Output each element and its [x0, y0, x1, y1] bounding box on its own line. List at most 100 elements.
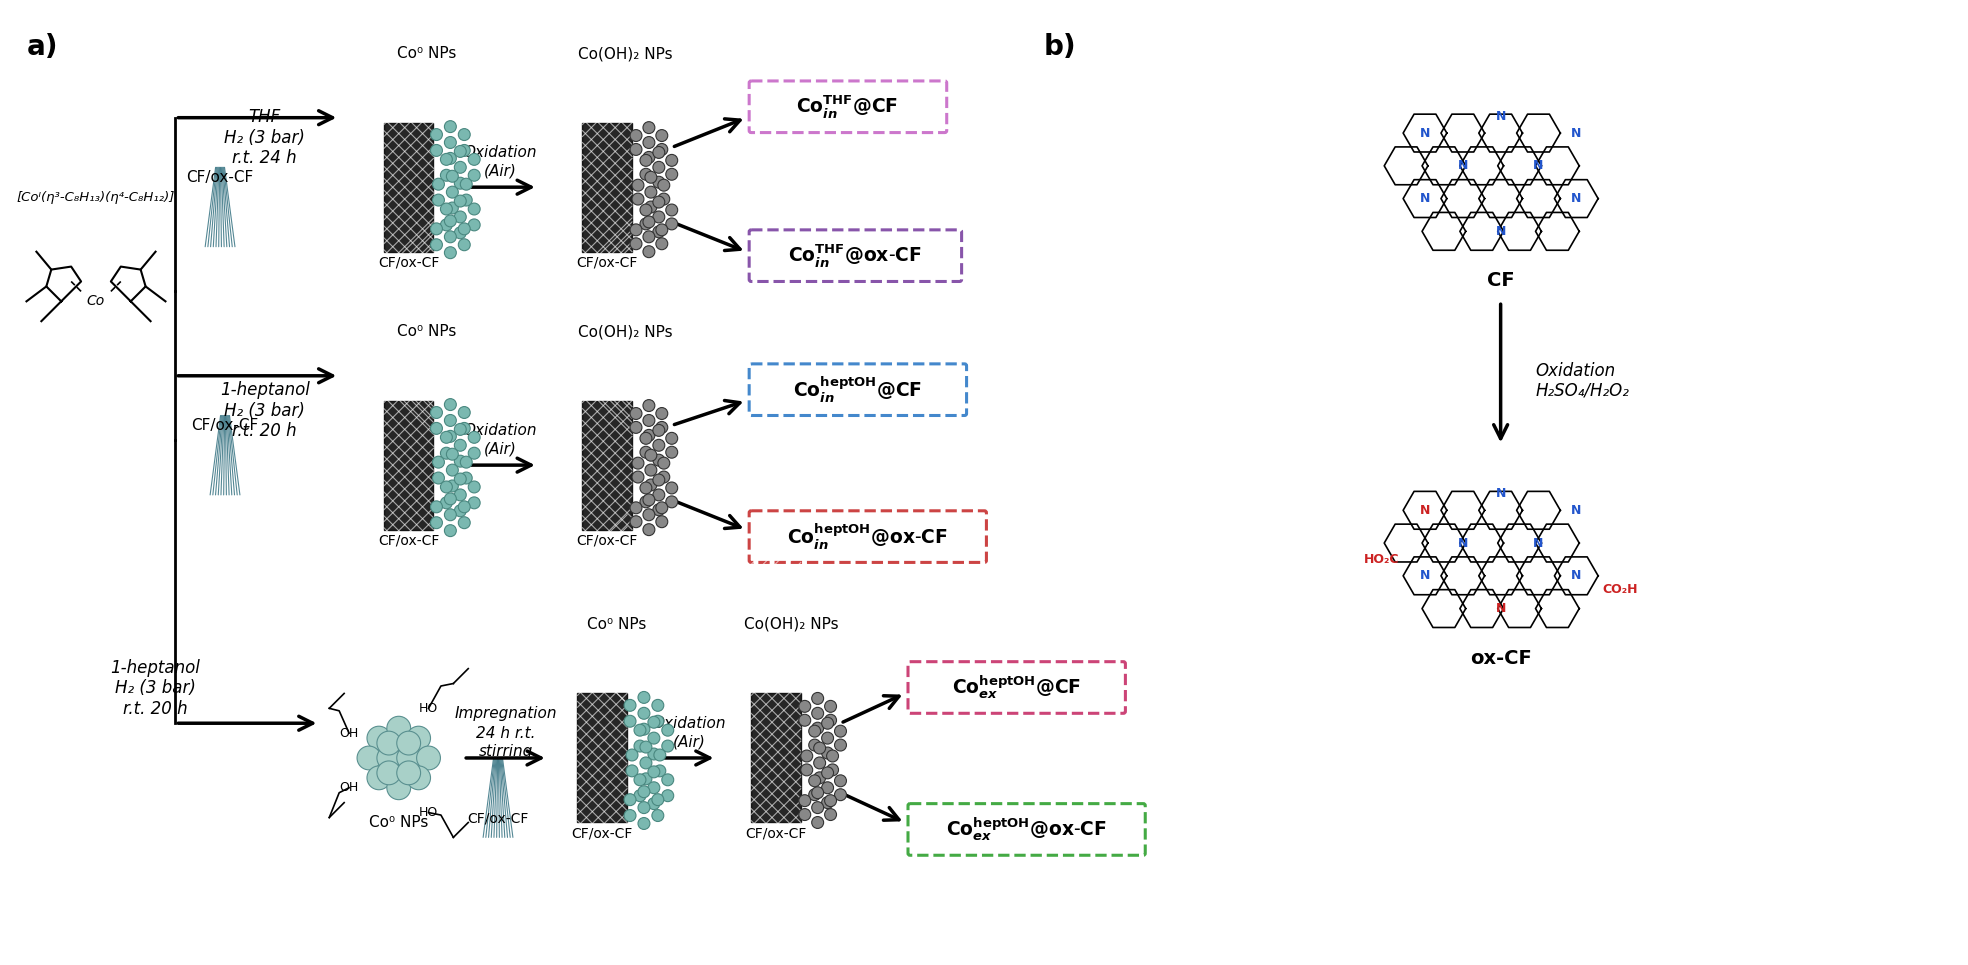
Circle shape	[461, 472, 472, 484]
Circle shape	[665, 482, 677, 494]
Circle shape	[445, 430, 457, 442]
Circle shape	[640, 168, 651, 180]
Text: Co⁰ NPs: Co⁰ NPs	[398, 46, 457, 61]
Circle shape	[661, 774, 673, 786]
Circle shape	[811, 722, 825, 734]
Circle shape	[646, 464, 657, 476]
Text: N: N	[1496, 602, 1506, 615]
Circle shape	[647, 782, 659, 793]
Bar	[384, 123, 433, 252]
Circle shape	[356, 746, 382, 770]
Circle shape	[431, 145, 443, 156]
Text: Co(OH)₂ NPs: Co(OH)₂ NPs	[579, 324, 673, 339]
Circle shape	[455, 211, 466, 223]
Text: Co⁰ NPs: Co⁰ NPs	[588, 617, 647, 632]
Circle shape	[461, 179, 472, 190]
Circle shape	[626, 749, 638, 761]
Text: CF/ox-CF: CF/ox-CF	[187, 170, 254, 184]
Circle shape	[653, 425, 665, 436]
Circle shape	[441, 203, 453, 215]
Circle shape	[651, 715, 663, 728]
Circle shape	[445, 493, 457, 505]
Circle shape	[461, 456, 472, 468]
Circle shape	[634, 789, 646, 802]
Circle shape	[447, 186, 459, 198]
Circle shape	[655, 237, 667, 250]
Circle shape	[811, 693, 825, 704]
Circle shape	[638, 692, 649, 703]
Circle shape	[813, 757, 827, 769]
Circle shape	[632, 193, 644, 205]
Circle shape	[801, 764, 813, 776]
Circle shape	[825, 701, 836, 712]
Text: [Coᴵ(η³-C₈H₁₃)(η⁴-C₈H₁₂)]: [Coᴵ(η³-C₈H₁₃)(η⁴-C₈H₁₂)]	[18, 191, 175, 204]
Circle shape	[630, 224, 642, 235]
Circle shape	[433, 179, 445, 190]
Circle shape	[653, 439, 665, 452]
Circle shape	[813, 772, 827, 784]
Text: (Air): (Air)	[673, 734, 707, 749]
Text: CF/ox-CF: CF/ox-CF	[378, 256, 439, 269]
Circle shape	[447, 202, 459, 214]
Circle shape	[433, 456, 445, 468]
Circle shape	[640, 496, 651, 508]
Circle shape	[455, 146, 466, 157]
Circle shape	[821, 732, 834, 744]
Circle shape	[825, 795, 836, 807]
Circle shape	[455, 178, 466, 189]
Circle shape	[661, 789, 673, 802]
Circle shape	[626, 765, 638, 777]
Circle shape	[638, 817, 649, 830]
Circle shape	[366, 727, 392, 750]
Circle shape	[640, 757, 651, 769]
Circle shape	[799, 809, 811, 820]
Text: Oxidation: Oxidation	[462, 424, 537, 438]
Circle shape	[811, 707, 825, 719]
Circle shape	[468, 153, 480, 165]
Circle shape	[657, 457, 669, 469]
Circle shape	[644, 152, 655, 163]
Text: N: N	[1496, 487, 1506, 501]
Circle shape	[378, 731, 401, 755]
Circle shape	[459, 145, 470, 156]
Bar	[583, 123, 632, 252]
Bar	[752, 694, 801, 822]
Circle shape	[644, 494, 655, 506]
Text: 24 h r.t.: 24 h r.t.	[476, 726, 535, 741]
Circle shape	[653, 455, 665, 466]
Text: THF
H₂ (3 bar)
r.t. 24 h: THF H₂ (3 bar) r.t. 24 h	[224, 108, 305, 167]
Circle shape	[459, 423, 470, 434]
Text: Co⁰ NPs: Co⁰ NPs	[370, 815, 429, 831]
Circle shape	[653, 177, 665, 188]
Circle shape	[447, 449, 459, 460]
Circle shape	[455, 161, 466, 174]
Circle shape	[655, 502, 667, 513]
Text: $\mathbf{Co}_{\boldsymbol{ex}}^{\mathbf{heptOH}}\mathbf{@CF}$: $\mathbf{Co}_{\boldsymbol{ex}}^{\mathbf{…	[953, 674, 1080, 702]
Circle shape	[640, 482, 651, 494]
Text: Co: Co	[87, 294, 104, 309]
Text: Oxidation: Oxidation	[653, 716, 726, 731]
Text: $\mathbf{Co}_{\boldsymbol{ex}}^{\mathbf{heptOH}}\mathbf{@ox\text{-}CF}$: $\mathbf{Co}_{\boldsymbol{ex}}^{\mathbf{…	[947, 815, 1106, 843]
Circle shape	[653, 474, 665, 486]
Circle shape	[638, 802, 649, 813]
Text: N: N	[1419, 569, 1431, 582]
Text: N: N	[1496, 110, 1506, 124]
Text: Co⁰ NPs: Co⁰ NPs	[398, 324, 457, 339]
Text: CF/ox-CF: CF/ox-CF	[746, 826, 807, 841]
Circle shape	[445, 415, 457, 427]
Text: N: N	[1570, 126, 1582, 140]
Circle shape	[646, 172, 657, 183]
Text: (Air): (Air)	[484, 441, 516, 456]
Circle shape	[366, 766, 392, 789]
Circle shape	[665, 168, 677, 180]
Circle shape	[640, 218, 651, 230]
Circle shape	[655, 515, 667, 528]
Text: N: N	[1419, 504, 1431, 517]
Circle shape	[461, 194, 472, 207]
Circle shape	[455, 439, 466, 452]
Circle shape	[653, 765, 665, 777]
Circle shape	[630, 502, 642, 513]
Circle shape	[653, 147, 665, 158]
Circle shape	[647, 748, 659, 760]
Circle shape	[378, 761, 401, 785]
